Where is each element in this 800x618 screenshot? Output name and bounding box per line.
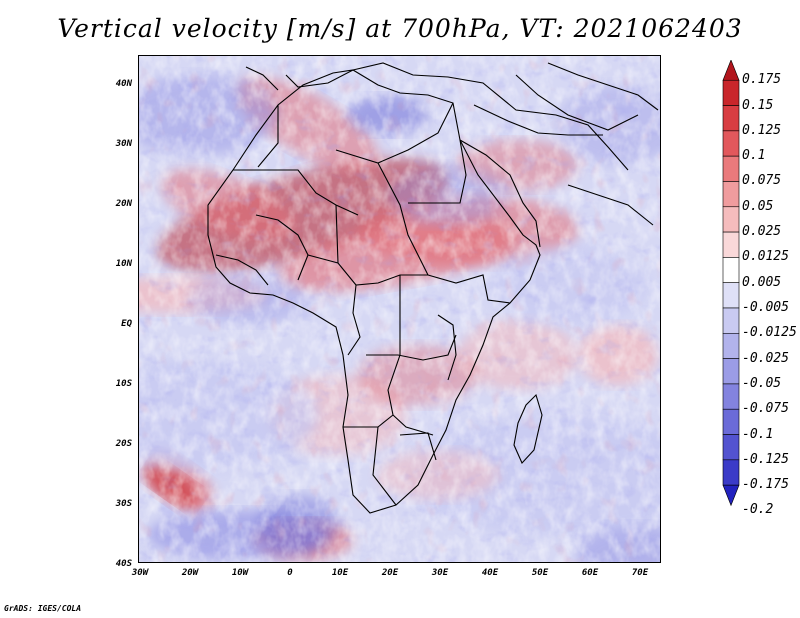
country-border — [215, 254, 269, 286]
lat-tick-label: 20N — [115, 199, 132, 209]
lat-tick-label: EQ — [121, 319, 132, 329]
lat-tick-label: 10N — [115, 259, 132, 269]
lat-tick-label: 30N — [115, 139, 132, 149]
lon-tick-label: 20E — [381, 568, 399, 578]
lat-tick-label: 40S — [115, 559, 132, 569]
colorbar-label: 0.1 — [742, 148, 766, 164]
lon-tick-label: 10E — [331, 568, 349, 578]
country-border — [427, 274, 511, 304]
colorbar-label: 0.05 — [742, 198, 774, 214]
colorbar-label: 0.125 — [742, 122, 782, 138]
colorbar-label: -0.005 — [742, 300, 789, 315]
colorbar-label: 0.175 — [742, 72, 782, 88]
colorbar-label: -0.0125 — [742, 325, 797, 341]
colorbar-swatch — [722, 333, 740, 359]
lon-tick-label: 30W — [131, 568, 149, 578]
colorbar-swatch — [722, 181, 740, 208]
colorbar-swatch — [722, 484, 740, 507]
colorbar-label: -0.1 — [742, 426, 774, 442]
country-border — [473, 104, 603, 136]
colorbar-swatch — [722, 307, 740, 334]
colorbar-swatch — [722, 130, 740, 157]
colorbar-swatch — [722, 459, 740, 486]
colorbar-swatch — [722, 434, 740, 461]
colorbar-swatch — [722, 206, 740, 233]
country-border — [307, 254, 339, 264]
country-border — [347, 284, 361, 356]
country-border — [233, 169, 359, 216]
colorbar-swatch — [722, 79, 740, 106]
lon-tick-label: 0 — [287, 568, 293, 578]
colorbar-swatch — [722, 155, 740, 182]
lat-tick-label: 10S — [115, 379, 132, 389]
country-border — [335, 102, 454, 164]
colorbar-label: 0.0125 — [742, 249, 789, 265]
colorbar-label: -0.075 — [742, 401, 789, 417]
country-border — [372, 426, 397, 506]
colorbar-label: -0.125 — [742, 451, 789, 467]
colorbar-swatch — [722, 408, 740, 435]
lat-tick-label: 20S — [115, 439, 132, 449]
lon-tick-label: 40E — [481, 568, 499, 578]
lon-tick-label: 30E — [431, 568, 449, 578]
colorbar-label: -0.2 — [742, 502, 774, 518]
lon-tick-label: 60E — [581, 568, 599, 578]
colorbar-label: 0.005 — [742, 274, 782, 290]
colorbar-label: 0.025 — [742, 224, 782, 240]
velocity-field — [78, 55, 708, 585]
country-border — [255, 214, 309, 281]
lon-tick-label: 50E — [531, 568, 549, 578]
colorbar-swatch — [722, 282, 740, 309]
country-border — [387, 275, 434, 436]
colorbar-label: -0.05 — [742, 375, 782, 391]
colorbar-label: 0.15 — [742, 97, 774, 113]
country-border — [399, 432, 437, 461]
country-border — [366, 334, 457, 361]
colorbar-swatch — [722, 383, 740, 410]
country-border — [567, 184, 654, 226]
colorbar-swatch — [722, 60, 740, 81]
country-border — [459, 139, 541, 248]
chart-title: Vertical velocity [m/s] at 700hPa, VT: 2… — [57, 14, 743, 43]
colorbar-swatch — [722, 358, 740, 385]
lat-tick-label: 30S — [115, 499, 132, 509]
country-border — [335, 204, 428, 286]
country-border — [408, 139, 467, 204]
country-border — [257, 105, 279, 168]
colorbar-swatch — [722, 231, 740, 258]
lon-tick-label: 70E — [631, 568, 649, 578]
country-border — [515, 74, 639, 131]
velocity-map — [78, 55, 708, 585]
colorbar-swatch — [722, 257, 740, 283]
country-border — [245, 66, 279, 91]
lat-tick-label: 40N — [115, 79, 132, 89]
colorbar-label: -0.025 — [742, 350, 789, 366]
colorbar — [722, 60, 740, 507]
lon-tick-label: 20W — [181, 568, 199, 578]
colorbar-label: -0.175 — [742, 477, 789, 493]
colorbar-label: 0.075 — [742, 173, 782, 189]
country-border — [547, 62, 659, 111]
country-border — [285, 62, 629, 171]
country-border — [437, 314, 457, 381]
lon-tick-label: 10W — [231, 568, 249, 578]
madagascar-coastline — [513, 393, 543, 464]
grads-credit: GrADS: IGES/COLA — [4, 604, 82, 613]
colorbar-swatch — [722, 105, 740, 132]
africa-coastline — [207, 69, 541, 514]
country-border — [377, 162, 429, 276]
